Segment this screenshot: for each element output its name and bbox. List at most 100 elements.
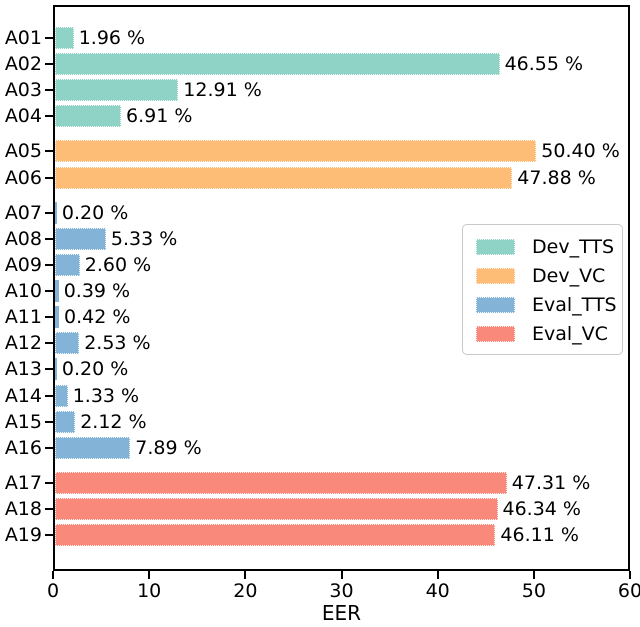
y-tick-mark [45, 394, 53, 397]
bar-row: 47.88 % [55, 166, 628, 189]
legend-label: Dev_TTS [532, 235, 615, 258]
legend-entry: Eval_TTS [476, 290, 622, 319]
x-tick-label: 40 [425, 580, 450, 602]
x-tick-label: 30 [329, 580, 354, 602]
bar-a06 [55, 166, 513, 189]
y-tick-mark [45, 263, 53, 266]
y-tick-mark [45, 481, 53, 484]
y-tick-label: A18 [4, 497, 42, 520]
y-tick-mark [45, 37, 53, 39]
bar-value-label: 50.40 % [541, 140, 620, 163]
x-tick-label: 50 [521, 580, 546, 602]
bar-row: 0.42 % [55, 306, 628, 329]
bar-a16 [55, 436, 131, 459]
y-tick-label: A15 [4, 410, 42, 433]
bar-row: 46.11 % [55, 524, 628, 547]
bar-row: 2.12 % [55, 410, 628, 433]
y-tick-label: A09 [4, 253, 42, 276]
bar-a07 [55, 201, 57, 224]
y-tick-label: A04 [4, 105, 42, 128]
legend-entry: Dev_TTS [476, 232, 622, 261]
y-tick-mark [45, 211, 53, 214]
legend-swatch-eval_vc [476, 325, 515, 342]
y-tick-mark [45, 534, 53, 537]
bar-row: 1.33 % [55, 384, 628, 407]
bar-value-label: 0.39 % [63, 279, 131, 302]
bar-a19 [55, 524, 496, 547]
bar-value-label: 46.34 % [502, 497, 582, 520]
bar-a15 [55, 410, 76, 433]
bar-a02 [55, 53, 500, 76]
y-tick-label: A16 [4, 436, 42, 459]
x-tick-label: 60 [617, 580, 640, 602]
x-tick-mark [629, 571, 631, 579]
bar-a14 [55, 384, 68, 407]
bar-a10 [55, 279, 59, 302]
bar-a17 [55, 471, 507, 494]
legend-swatch-eval_tts [476, 296, 515, 313]
bar-value-label: 2.60 % [84, 253, 152, 276]
y-tick-label: A13 [4, 358, 42, 381]
y-tick-label: A02 [4, 53, 42, 76]
y-tick-mark [45, 342, 53, 345]
x-tick-label: 20 [233, 580, 258, 602]
x-tick-mark [340, 571, 343, 579]
bar-value-label: 2.53 % [84, 332, 151, 355]
y-tick-label: A12 [4, 332, 42, 355]
bar-value-label: 47.88 % [517, 166, 596, 189]
bar-row: 46.34 % [55, 497, 628, 520]
bar-value-label: 2.12 % [80, 410, 147, 433]
bar-value-label: 6.91 % [126, 105, 193, 128]
bar-value-label: 46.11 % [500, 524, 579, 547]
legend-swatch-dev_vc [476, 267, 515, 284]
y-tick-label: A10 [4, 279, 42, 302]
x-tick-label: 0 [46, 580, 60, 602]
y-tick-label: A07 [4, 201, 42, 224]
bar-row: 0.20 % [55, 201, 628, 224]
y-tick-mark [45, 150, 53, 153]
legend-swatch-dev_tts [476, 238, 515, 255]
bar-a05 [55, 140, 537, 163]
legend-label: Eval_VC [532, 322, 608, 345]
y-tick-label: A03 [4, 79, 42, 102]
bar-row: 5.33 % [55, 227, 628, 250]
bar-value-label: 0.20 % [61, 358, 129, 381]
bar-row: 50.40 % [55, 140, 628, 163]
bar-a11 [55, 306, 59, 329]
y-tick-label: A08 [4, 227, 42, 250]
bar-value-label: 5.33 % [110, 227, 178, 250]
y-tick-mark [45, 446, 53, 449]
bar-row: 6.91 % [55, 105, 628, 128]
bar-a09 [55, 253, 80, 276]
bar-row: 2.53 % [55, 332, 628, 355]
bar-row: 0.20 % [55, 358, 628, 381]
bar-value-label: 1.33 % [72, 384, 140, 407]
bar-row: 7.89 % [55, 436, 628, 459]
bar-value-label: 47.31 % [511, 471, 591, 494]
bar-value-label: 12.91 % [183, 79, 262, 102]
y-tick-mark [45, 420, 53, 423]
y-tick-label: A01 [4, 27, 42, 49]
bar-row: 1.96 % [55, 27, 628, 49]
bar-row: 47.31 % [55, 471, 628, 494]
x-tick-mark [436, 571, 439, 579]
x-axis-label: EER [321, 601, 362, 625]
y-tick-mark [45, 115, 53, 118]
legend-entry: Dev_VC [476, 261, 622, 290]
y-tick-label: A06 [4, 166, 42, 189]
y-tick-mark [45, 176, 53, 179]
y-tick-mark [45, 89, 53, 92]
bar-value-label: 46.55 % [504, 53, 584, 76]
x-tick-mark [52, 571, 54, 579]
y-tick-mark [45, 316, 53, 319]
legend: Dev_TTS Dev_VC Eval_TTS Eval_VC [462, 224, 623, 355]
x-tick-mark [244, 571, 247, 579]
x-tick-mark [148, 571, 151, 579]
bar-value-label: 0.20 % [61, 201, 129, 224]
y-tick-label: A11 [4, 306, 42, 329]
bar-row: 2.60 % [55, 253, 628, 276]
y-tick-label: A05 [4, 140, 42, 163]
legend-label: Eval_TTS [532, 293, 617, 316]
y-tick-mark [45, 289, 53, 292]
